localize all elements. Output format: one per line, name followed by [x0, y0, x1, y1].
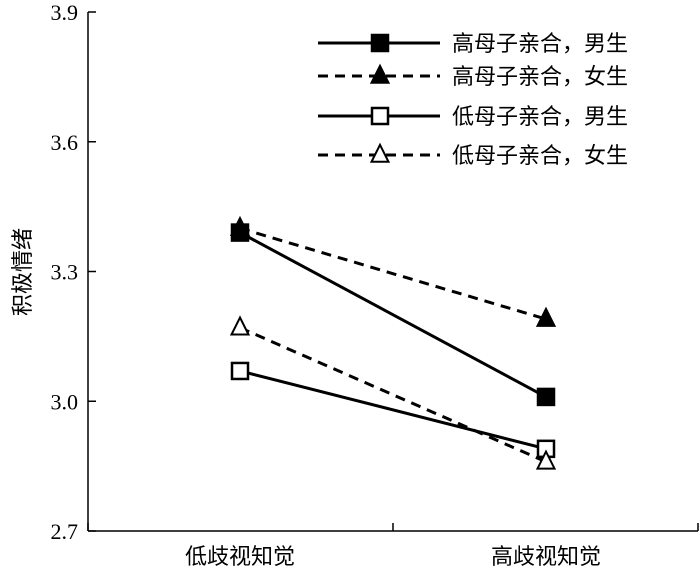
y-tick-label: 2.7 — [51, 519, 79, 544]
y-tick-label: 3.0 — [51, 389, 79, 414]
data-point-1-1 — [535, 306, 557, 327]
series-line-3 — [239, 326, 547, 464]
legend-label: 高母子亲合，男生 — [452, 32, 628, 57]
y-axis-label: 积极情绪 — [11, 228, 36, 316]
axes: 2.7 3.0 3.3 3.6 3.9 低歧视知觉 高歧视知觉 积极情绪 — [11, 0, 699, 570]
series-markers — [229, 215, 557, 470]
y-tick-label: 3.3 — [51, 260, 79, 285]
data-point-0-1 — [536, 387, 556, 407]
data-point-3-1 — [535, 449, 557, 470]
data-point-3-0 — [229, 315, 251, 336]
y-tick-label: 3.6 — [51, 130, 79, 155]
legend-item: 低母子亲合，男生 — [318, 105, 628, 130]
legend-label: 低母子亲合，女生 — [452, 144, 628, 169]
x-category-label: 高歧视知觉 — [491, 545, 601, 570]
legend-square-icon — [370, 33, 390, 53]
data-point-1-0 — [229, 215, 251, 237]
legend-item: 高母子亲合，男生 — [318, 32, 628, 57]
legend-item: 低母子亲合，女生 — [318, 142, 628, 169]
series-layer — [229, 215, 557, 470]
series-lines — [239, 226, 547, 464]
legend-label: 高母子亲合，女生 — [452, 65, 628, 90]
series-line-1 — [239, 226, 547, 321]
y-tick-label: 3.9 — [51, 0, 79, 25]
data-point-2-0 — [230, 361, 250, 381]
legend-square-icon — [370, 106, 390, 126]
series-line-2 — [239, 369, 547, 451]
legend-triangle-icon — [369, 63, 391, 84]
legend-item: 高母子亲合，女生 — [318, 63, 628, 90]
x-category-label: 低歧视知觉 — [185, 545, 295, 570]
series-line-0 — [239, 231, 547, 399]
legend-label: 低母子亲合，男生 — [452, 105, 628, 130]
legend-triangle-icon — [369, 142, 391, 163]
